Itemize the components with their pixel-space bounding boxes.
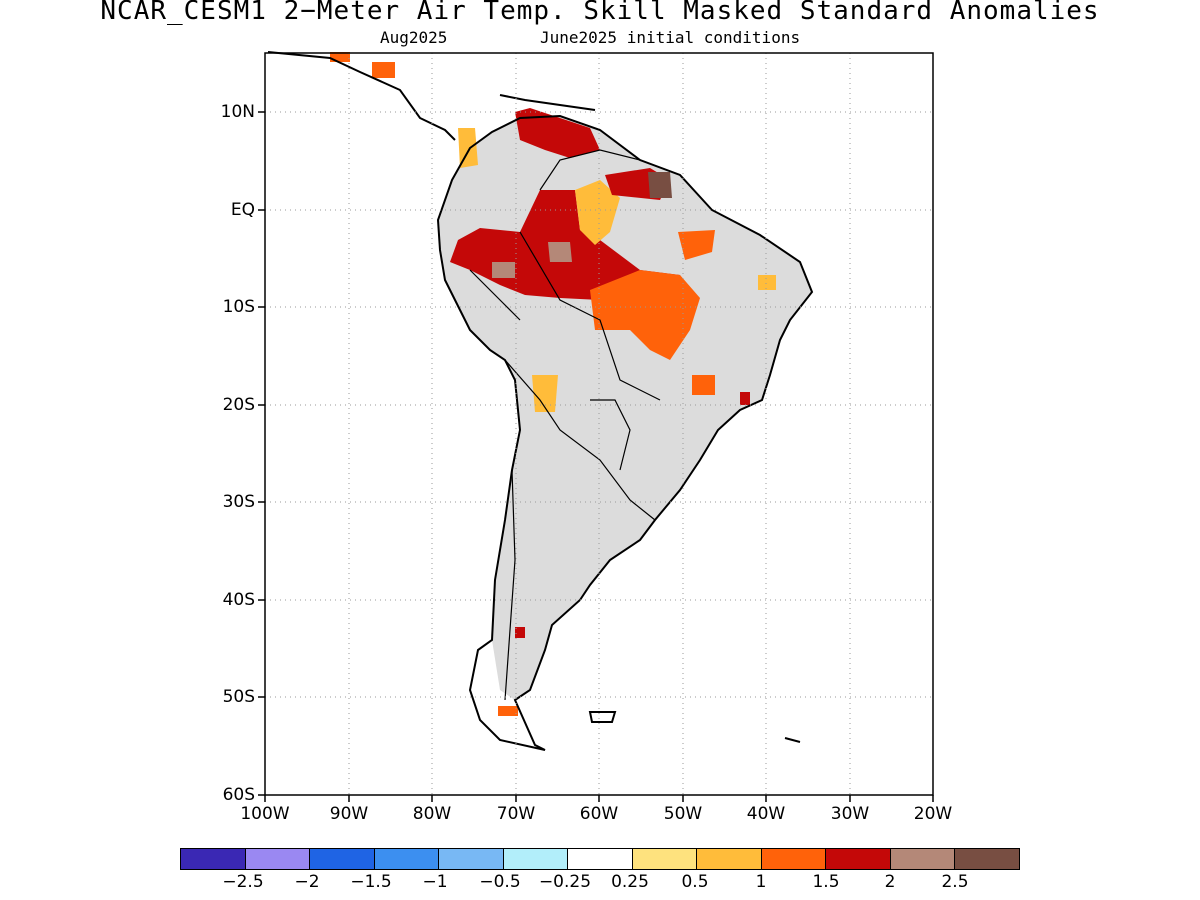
- color-swatch-1: [245, 849, 310, 869]
- south-georgia: [784, 737, 801, 743]
- falklands: [588, 711, 617, 723]
- scale-label-4: −0.5: [479, 872, 521, 892]
- brazil-central-yellow: [532, 375, 558, 412]
- amazon-yellow: [575, 180, 620, 245]
- scale-label-5: −0.25: [538, 872, 592, 892]
- lon-label-90w: 90W: [329, 804, 369, 824]
- color-swatch-2: [310, 849, 375, 869]
- patagonia-red: [515, 627, 525, 638]
- valid-period: Aug2025: [380, 28, 448, 47]
- scale-label-0: −2.5: [222, 872, 264, 892]
- color-swatch-10: [826, 849, 891, 869]
- border-5: [469, 269, 521, 321]
- lat-label-20s: 20S: [222, 395, 255, 415]
- lon-label-80w: 80W: [412, 804, 452, 824]
- border-1: [519, 231, 661, 401]
- lon-label-70w: 70W: [496, 804, 536, 824]
- tierra-del-fuego-orange: [498, 706, 518, 716]
- central-america-orange: [372, 62, 395, 78]
- lat-label-40s: 40S: [222, 590, 255, 610]
- brazil-east-orange: [692, 375, 715, 395]
- scale-label-6: 0.25: [611, 872, 649, 892]
- color-swatch-7: [632, 849, 697, 869]
- chart-title: NCAR_CESM1 2−Meter Air Temp. Skill Maske…: [100, 0, 1100, 26]
- color-swatch-11: [890, 849, 955, 869]
- lon-label-50w: 50W: [663, 804, 703, 824]
- color-swatch-6: [568, 849, 633, 869]
- color-swatch-3: [374, 849, 439, 869]
- amazon-brown-2: [492, 262, 515, 278]
- border-3: [539, 149, 641, 191]
- venezuela-high: [515, 108, 600, 158]
- amazon-orange: [590, 270, 700, 360]
- color-swatch-5: [503, 849, 568, 869]
- country-borders: [469, 149, 661, 701]
- scale-label-9: 1.5: [812, 872, 840, 892]
- lat-label-60s: 60S: [222, 785, 255, 805]
- colombia-yellow: [458, 128, 478, 168]
- scale-label-3: −1: [422, 872, 448, 892]
- lat-label-eq: EQ: [230, 200, 255, 220]
- lat-label-10n: 10N: [220, 102, 255, 122]
- northeast-yellow: [758, 275, 776, 290]
- color-scale-bar: [180, 848, 1020, 870]
- scale-label-11: 2.5: [941, 872, 969, 892]
- amazon-brown-1: [548, 242, 572, 262]
- border-4: [504, 469, 516, 701]
- central-america-coast: [267, 51, 456, 141]
- anomaly-patches: [330, 52, 776, 716]
- init-conditions: June2025 initial conditions: [540, 28, 801, 47]
- lon-label-20w: 20W: [913, 804, 953, 824]
- lat-label-10s: 10S: [222, 297, 255, 317]
- caribbean-coast: [499, 94, 596, 111]
- color-swatch-8: [697, 849, 762, 869]
- northeast-orange: [678, 230, 715, 260]
- lon-label-100w: 100W: [240, 804, 290, 824]
- lon-label-40w: 40W: [746, 804, 786, 824]
- scale-label-10: 2: [884, 872, 896, 892]
- scale-label-7: 0.5: [681, 872, 709, 892]
- lat-label-30s: 30S: [222, 492, 255, 512]
- color-swatch-12: [955, 849, 1019, 869]
- brazil-east-red: [740, 392, 750, 405]
- lon-label-60w: 60W: [579, 804, 619, 824]
- axis-ticks: [258, 111, 934, 802]
- lat-label-50s: 50S: [222, 687, 255, 707]
- scale-label-1: −2: [294, 872, 320, 892]
- color-swatch-4: [439, 849, 504, 869]
- scale-label-8: 1: [755, 872, 767, 892]
- border-6: [590, 399, 631, 471]
- guiana-brown: [648, 172, 672, 198]
- graticule: [265, 53, 933, 795]
- color-swatch-0: [181, 849, 246, 869]
- lon-label-30w: 30W: [830, 804, 870, 824]
- scale-label-2: −1.5: [350, 872, 392, 892]
- color-swatch-9: [761, 849, 826, 869]
- border-2: [504, 359, 656, 521]
